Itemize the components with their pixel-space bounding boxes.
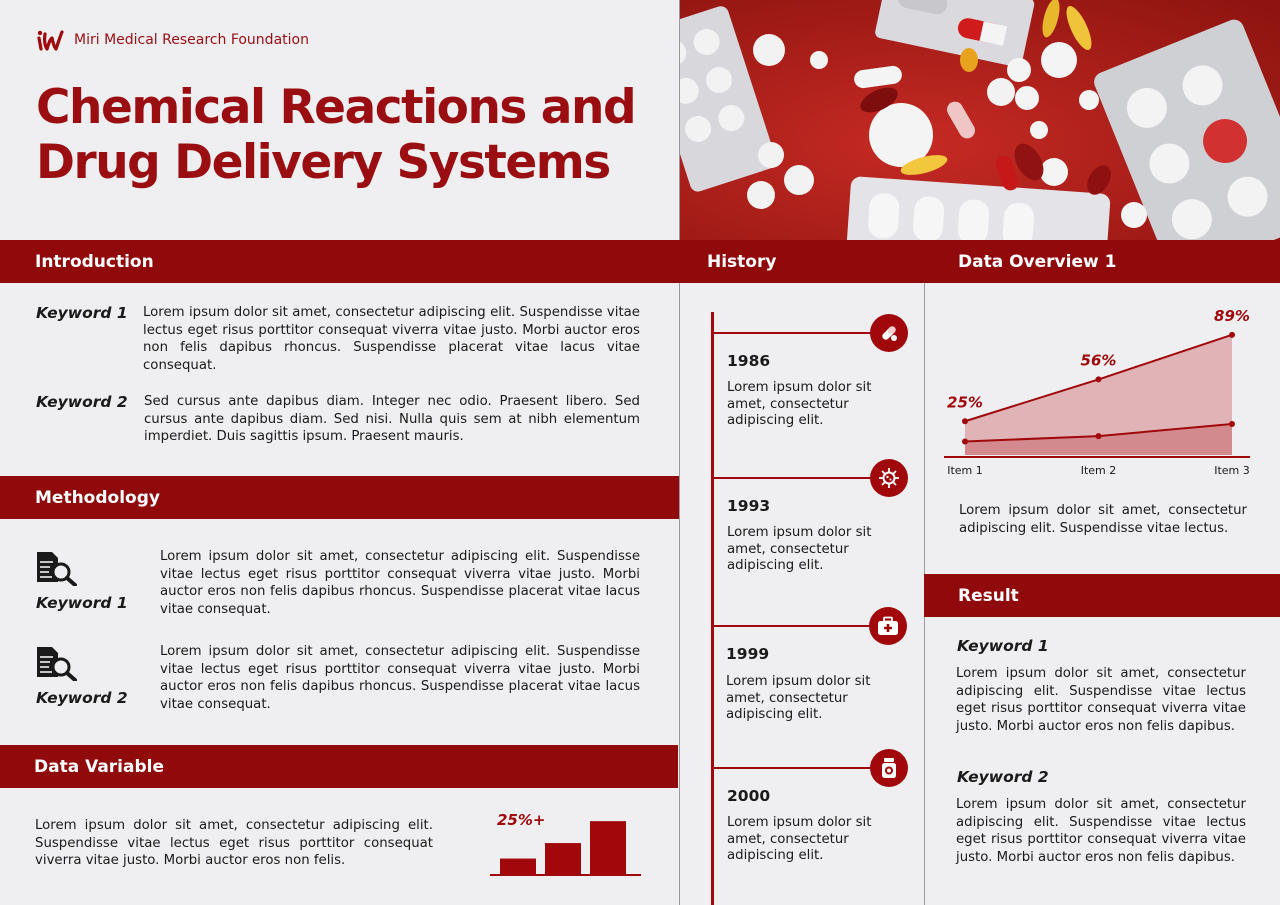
- result-text-2: Lorem ipsum dolor sit amet, consectetur …: [956, 797, 1246, 865]
- title-line-1: Chemical Reactions and: [36, 80, 637, 135]
- data-overview-text: Lorem ipsum dolor sit amet, consectetur …: [959, 503, 1247, 536]
- bar: [590, 821, 626, 874]
- x-tick-label: Item 1: [947, 464, 983, 477]
- hero-pills-image: [679, 0, 1280, 240]
- area-chart: 25% Item 1 56% Item 2 89% Item 3: [944, 307, 1250, 477]
- timeline-axis: [711, 312, 714, 905]
- column-divider-1: [679, 0, 680, 905]
- data-point: [1095, 376, 1102, 383]
- brand-name: Miri Medical Research Foundation: [74, 32, 309, 48]
- data-point: [962, 418, 968, 425]
- result-heading: Result: [958, 585, 1019, 606]
- timeline-year: 1993: [727, 497, 771, 515]
- bar-chart: [490, 821, 641, 876]
- data-overview-heading: Data Overview 1: [958, 251, 1117, 272]
- method-text-1: Lorem ipsum dolor sit amet, consectetur …: [160, 549, 640, 617]
- area-series-1: [965, 334, 1232, 455]
- timeline-year: 1986: [727, 352, 771, 370]
- intro-keyword-1: Keyword 1: [36, 304, 128, 322]
- timeline-icon-circle: [870, 459, 908, 497]
- result-header: Result: [924, 574, 1280, 617]
- pills-illustration: [679, 0, 1280, 240]
- timeline-branch: [714, 477, 874, 479]
- bar: [545, 843, 581, 874]
- timeline-branch: [714, 767, 874, 769]
- method-keyword-2: Keyword 2: [36, 689, 128, 707]
- brand: Miri Medical Research Foundation: [36, 29, 309, 51]
- x-tick-label: Item 3: [1214, 464, 1250, 477]
- area-series-2: [965, 423, 1232, 455]
- timeline-branch: [714, 332, 874, 334]
- data-label: 56%: [1081, 351, 1117, 369]
- timeline-icon-circle: [870, 749, 908, 787]
- data-label: 25%: [947, 393, 983, 411]
- data-variable-text: Lorem ipsum dolor sit amet, consectetur …: [35, 818, 433, 868]
- result-keyword-1: Keyword 1: [957, 637, 1049, 655]
- timeline-year: 2000: [727, 787, 771, 805]
- data-variable-heading: Data Variable: [34, 756, 165, 777]
- data-point: [1095, 433, 1102, 440]
- page-title: Chemical Reactions and Drug Delivery Sys…: [36, 80, 656, 190]
- data-point: [962, 438, 968, 445]
- intro-text-2: Sed cursus ante dapibus diam. Integer ne…: [144, 394, 640, 444]
- timeline-icon-circle: [870, 314, 908, 352]
- result-text-1: Lorem ipsum dolor sit amet, consectetur …: [956, 666, 1246, 734]
- data-point: [1229, 331, 1235, 338]
- timeline-year: 1999: [726, 645, 770, 663]
- timeline-text: Lorem ipsum dolor sit amet, consectetur …: [727, 525, 872, 573]
- method-text-2: Lorem ipsum dolor sit amet, consectetur …: [160, 644, 640, 712]
- timeline-text: Lorem ipsum dolor sit amet, consectetur …: [727, 380, 872, 428]
- methodology-heading: Methodology: [35, 487, 160, 508]
- history-header: History: [679, 240, 924, 283]
- methodology-header: Methodology: [0, 476, 679, 519]
- bar-chart-annotation: 25%+: [497, 811, 546, 829]
- x-tick-label: Item 2: [1081, 464, 1117, 477]
- document-search-icon: [37, 552, 77, 586]
- timeline-icon-circle: [869, 607, 907, 645]
- bar: [500, 858, 536, 874]
- result-keyword-2: Keyword 2: [957, 768, 1049, 786]
- timeline-branch: [714, 625, 874, 627]
- intro-text-1: Lorem ipsum dolor sit amet, consectetur …: [143, 305, 640, 373]
- medicine-bottle-icon: [882, 758, 896, 778]
- title-line-2: Drug Delivery Systems: [36, 135, 611, 190]
- timeline-text: Lorem ipsum dolor sit amet, consectetur …: [727, 815, 872, 863]
- iw-logo-icon: [37, 30, 64, 51]
- document-search-icon: [37, 647, 77, 681]
- history-heading: History: [707, 251, 777, 272]
- first-aid-kit-icon: [878, 616, 898, 635]
- timeline-text: Lorem ipsum dolor sit amet, consectetur …: [726, 674, 871, 722]
- virus-icon: [879, 468, 899, 488]
- data-variable-header: Data Variable: [0, 745, 678, 788]
- method-keyword-1: Keyword 1: [36, 594, 128, 612]
- introduction-heading: Introduction: [35, 251, 154, 272]
- data-overview-header: Data Overview 1: [924, 240, 1280, 283]
- column-divider-2: [924, 240, 925, 905]
- data-point: [1229, 420, 1235, 427]
- introduction-header: Introduction: [0, 240, 679, 283]
- data-label: 89%: [1214, 307, 1250, 325]
- intro-keyword-2: Keyword 2: [36, 393, 128, 411]
- pills-icon: [882, 326, 897, 341]
